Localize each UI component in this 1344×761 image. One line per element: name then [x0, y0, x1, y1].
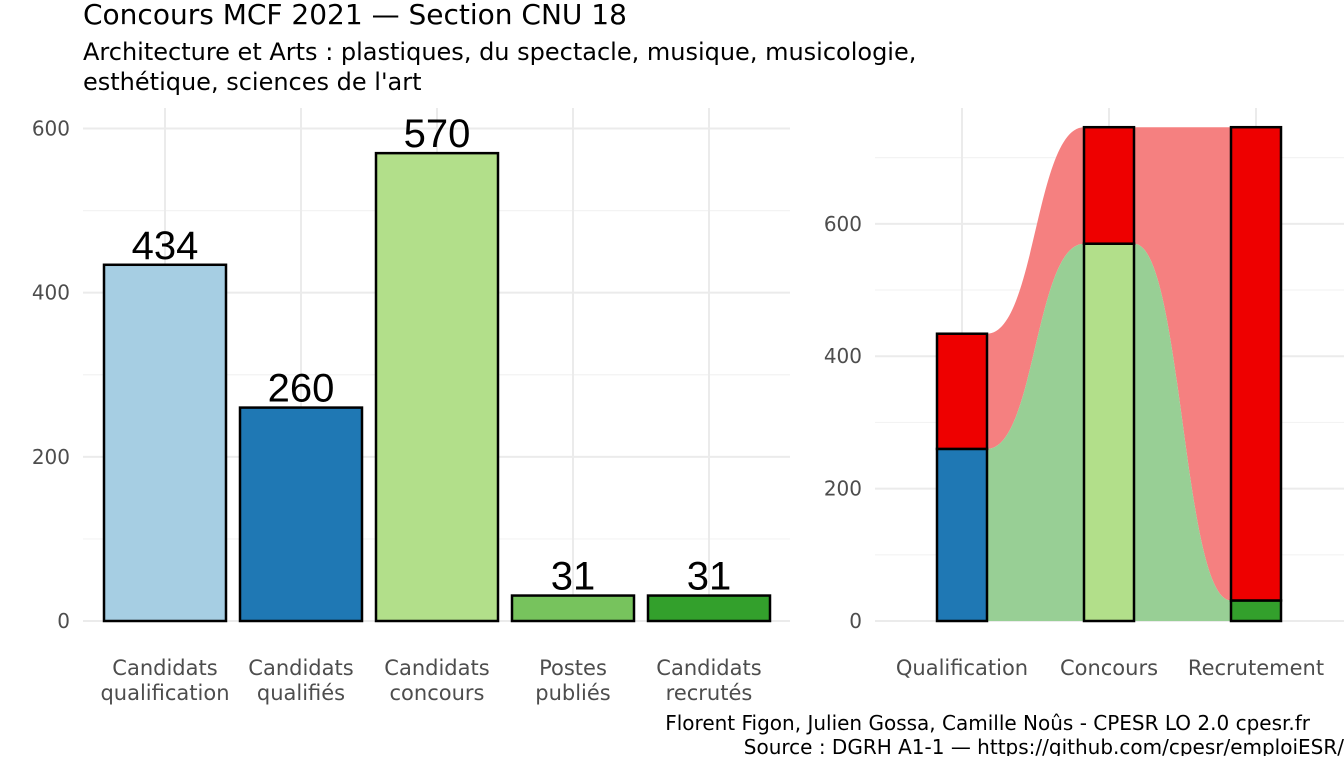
flow-upper — [937, 127, 1281, 601]
x-tick-label: Candidats — [248, 656, 353, 680]
stack-segment-lower — [1229, 599, 1283, 623]
y-tick-label: 400 — [32, 281, 70, 305]
bar — [646, 594, 772, 623]
stack-segment-lower — [1082, 242, 1136, 623]
x-tick-label: recrutés — [666, 681, 753, 705]
stack-segment-upper — [1082, 125, 1136, 245]
chart-title: Concours MCF 2021 — Section CNU 18 — [83, 0, 627, 31]
x-tick-label: Recrutement — [1188, 656, 1324, 680]
left-bar-panel: 0200400600434Candidatsqualification260Ca… — [32, 108, 790, 705]
stack-segment-upper — [1229, 125, 1283, 602]
caption-source: Source : DGRH A1-1 — https://github.com/… — [744, 735, 1344, 756]
x-tick-label: Candidats — [112, 656, 217, 680]
x-tick-label: qualifiés — [257, 681, 345, 705]
bar-value-label: 31 — [551, 555, 596, 599]
x-tick-label: Postes — [539, 656, 607, 680]
y-tick-label: 400 — [824, 344, 862, 368]
x-tick-label: Qualification — [896, 656, 1028, 680]
bar — [102, 263, 228, 623]
right-stack-panel: 0 200 400 600 Qualification Concours Recruteme… — [824, 108, 1344, 680]
y-tick-label: 0 — [849, 609, 862, 633]
y-tick-label: 200 — [824, 477, 862, 501]
bar-value-label: 260 — [268, 367, 335, 411]
y-tick-label: 0 — [57, 609, 70, 633]
stack-segment-lower — [935, 447, 989, 623]
bar — [238, 406, 364, 623]
x-tick-label: publiés — [535, 681, 611, 705]
x-tick-label: Candidats — [656, 656, 761, 680]
y-tick-label: 200 — [32, 445, 70, 469]
y-tick-label: 600 — [824, 212, 862, 236]
bar — [374, 151, 500, 623]
y-tick-label: 600 — [32, 117, 70, 141]
caption-authors: Florent Figon, Julien Gossa, Camille Noû… — [665, 711, 1311, 735]
x-tick-label: qualification — [100, 681, 229, 705]
x-tick-label: Candidats — [384, 656, 489, 680]
bar-value-label: 570 — [404, 112, 471, 156]
x-tick-label: concours — [390, 681, 485, 705]
chart-subtitle-line2: esthétique, sciences de l'art — [83, 68, 422, 96]
bar — [510, 594, 636, 623]
stack-segment-upper — [935, 332, 989, 451]
bar-value-label: 434 — [132, 224, 199, 268]
x-tick-label: Concours — [1060, 656, 1158, 680]
bar-value-label: 31 — [687, 555, 732, 599]
chart-subtitle-line1: Architecture et Arts : plastiques, du sp… — [83, 38, 916, 66]
